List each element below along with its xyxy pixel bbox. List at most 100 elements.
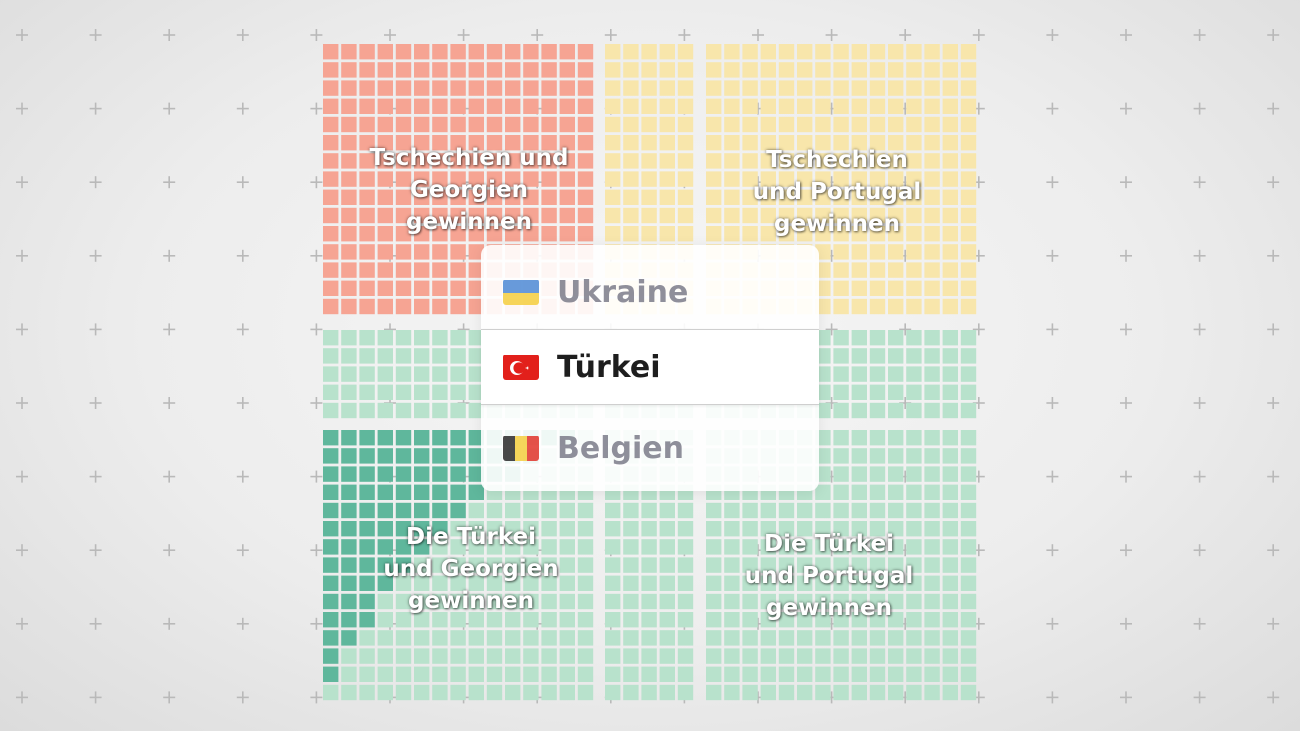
tile — [706, 116, 722, 133]
tile — [833, 226, 849, 242]
tile — [641, 521, 657, 537]
country-picker[interactable]: Ukraine Türkei Belgien — [481, 245, 819, 491]
tile — [523, 226, 539, 242]
plus-mark — [1193, 29, 1206, 41]
label-bottom-right: Die Türkei und Portugal gewinnen — [704, 528, 954, 624]
tile — [605, 630, 621, 646]
tile — [724, 80, 740, 96]
tile — [942, 612, 958, 628]
tile — [659, 44, 675, 60]
tile — [924, 189, 940, 205]
tile — [559, 135, 575, 151]
tile — [486, 116, 503, 133]
tile — [924, 207, 940, 224]
tile — [432, 244, 448, 260]
tile — [559, 575, 575, 591]
plus-mark — [310, 323, 323, 336]
tile — [450, 384, 466, 400]
tile — [341, 135, 357, 151]
tile — [623, 98, 639, 114]
tile — [760, 557, 776, 573]
tile — [942, 502, 958, 519]
plus-mark — [310, 470, 323, 483]
tile — [833, 684, 849, 701]
tile — [468, 135, 484, 151]
tile — [341, 448, 357, 464]
tile — [486, 44, 503, 60]
tile — [888, 593, 904, 610]
tile — [706, 153, 722, 169]
tile — [359, 298, 375, 315]
tile — [677, 226, 694, 242]
tile — [432, 153, 448, 169]
tile — [323, 502, 339, 519]
plus-mark — [1120, 29, 1132, 41]
tile — [906, 226, 922, 242]
tile — [377, 557, 393, 573]
tile — [760, 98, 776, 114]
picker-option-belgium[interactable]: Belgien — [481, 411, 819, 485]
tile — [432, 593, 448, 610]
tile — [851, 98, 867, 114]
tile — [778, 684, 795, 701]
tile — [623, 612, 639, 628]
tile — [742, 80, 758, 96]
tile — [414, 648, 430, 664]
tile — [377, 348, 393, 364]
picker-option-turkey[interactable]: Türkei — [481, 329, 819, 405]
tile — [414, 189, 430, 205]
tile — [833, 348, 849, 364]
tile — [577, 226, 594, 242]
tile — [377, 366, 393, 382]
tile — [960, 62, 977, 78]
tile — [468, 684, 484, 701]
tile — [323, 630, 339, 646]
tile — [724, 189, 740, 205]
tile — [833, 135, 849, 151]
tile — [760, 630, 776, 646]
tile — [414, 366, 430, 382]
tile — [432, 684, 448, 701]
tile — [942, 521, 958, 537]
tile — [778, 171, 795, 187]
tile — [641, 502, 657, 519]
tile — [605, 98, 621, 114]
picker-option-ukraine[interactable]: Ukraine — [481, 255, 819, 329]
tile — [505, 226, 521, 242]
plus-mark — [1193, 617, 1206, 630]
tile — [641, 44, 657, 60]
tile — [942, 298, 958, 315]
tile — [395, 298, 412, 315]
tile — [833, 402, 849, 419]
tile — [869, 684, 886, 701]
label-top-right: Tschechien und Portugal gewinnen — [712, 144, 962, 240]
tile — [869, 666, 886, 682]
tile — [341, 648, 357, 664]
tile — [432, 448, 448, 464]
tile — [486, 684, 503, 701]
tile — [851, 62, 867, 78]
tile — [605, 135, 621, 151]
tile — [450, 244, 466, 260]
tile — [395, 366, 412, 382]
plus-mark — [1267, 470, 1280, 483]
tile — [605, 171, 621, 187]
tile — [869, 80, 886, 96]
tile — [486, 62, 503, 78]
tile — [888, 135, 904, 151]
tile — [833, 575, 849, 591]
tile — [888, 448, 904, 464]
tile — [778, 648, 795, 664]
tile — [888, 348, 904, 364]
tile — [468, 244, 484, 260]
tile — [815, 430, 831, 446]
tile — [414, 44, 430, 60]
tile — [815, 44, 831, 60]
tile — [505, 135, 521, 151]
tile — [742, 189, 758, 205]
tile — [432, 521, 448, 537]
tile — [906, 44, 922, 60]
tile — [505, 62, 521, 78]
tile — [468, 62, 484, 78]
tile — [851, 153, 867, 169]
